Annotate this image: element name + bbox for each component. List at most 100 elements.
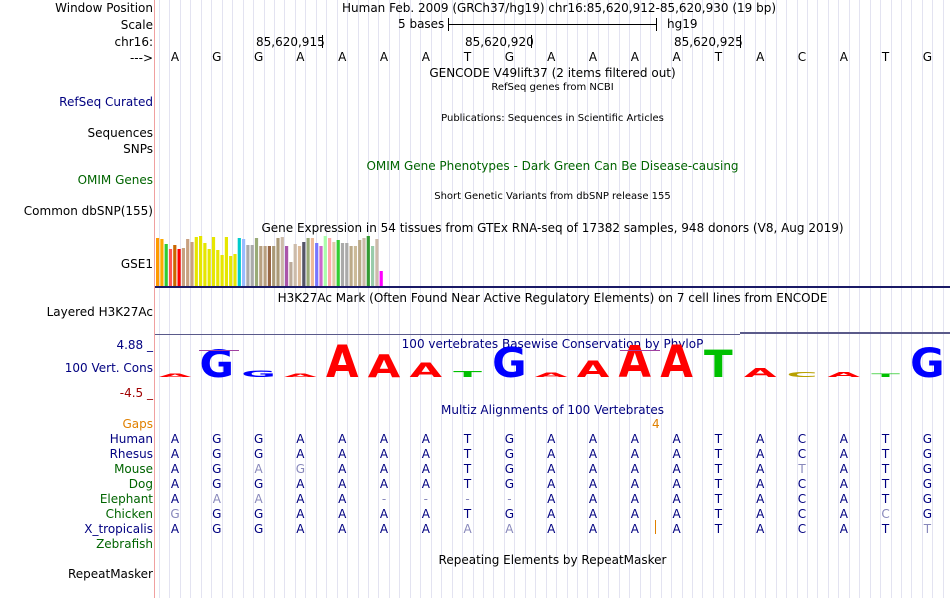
species-label[interactable]: X_tropicalis — [84, 522, 153, 536]
phylop-track-title[interactable]: 100 vertebrates Basewise Conservation by… — [401, 337, 704, 351]
gtex-bar[interactable] — [156, 238, 160, 286]
repeat-label[interactable]: RepeatMasker — [67, 567, 153, 581]
gtex-bar[interactable] — [207, 249, 211, 286]
gtex-bar[interactable] — [349, 246, 353, 286]
alignment-base: T — [714, 447, 723, 461]
gtex-bar[interactable] — [186, 239, 190, 286]
omim-label[interactable]: OMIM Genes — [77, 173, 153, 187]
multiz-track-title[interactable]: Multiz Alignments of 100 Vertebrates — [440, 403, 665, 417]
gtex-bar[interactable] — [297, 246, 302, 286]
h3k27ac-label[interactable]: Layered H3K27Ac — [46, 305, 153, 319]
alignment-base: A — [588, 477, 598, 491]
gtex-bar-chart[interactable] — [155, 236, 950, 288]
h3k27ac-track-title[interactable]: H3K27Ac Mark (Often Found Near Active Re… — [277, 291, 828, 305]
gtex-bar[interactable] — [362, 238, 366, 286]
alignment-base: A — [756, 492, 765, 506]
gtex-bar[interactable] — [366, 236, 370, 286]
species-label[interactable]: Dog — [128, 477, 153, 491]
gtex-bar[interactable] — [272, 246, 276, 286]
gtex-bar[interactable] — [246, 245, 250, 286]
gtex-bar[interactable] — [276, 238, 280, 286]
gtex-bar[interactable] — [224, 237, 228, 286]
species-label[interactable]: Human — [109, 432, 153, 446]
gtex-bar[interactable] — [379, 271, 383, 286]
gtex-bar[interactable] — [263, 246, 267, 286]
gtex-bar[interactable] — [289, 262, 293, 286]
gtex-bar[interactable] — [315, 243, 319, 286]
gtex-bar[interactable] — [190, 242, 194, 286]
gtex-bar[interactable] — [216, 250, 220, 286]
alignment-base: A — [547, 432, 556, 446]
refseq-label[interactable]: RefSeq Curated — [59, 95, 153, 109]
gencode-track-title[interactable]: GENCODE V49lift37 (2 items filtered out) — [429, 66, 676, 80]
gtex-bar[interactable] — [233, 254, 237, 286]
window-position-label[interactable]: Window Position — [55, 1, 153, 15]
refseq-track-title[interactable]: RefSeq genes from NCBI — [491, 82, 614, 93]
dbsnp-track-title[interactable]: Short Genetic Variants from dbSNP releas… — [434, 191, 671, 202]
gtex-bar[interactable] — [164, 244, 168, 286]
gtex-bar[interactable] — [160, 239, 164, 286]
strand-arrow[interactable]: ---> — [129, 51, 153, 65]
gtex-bar[interactable] — [306, 238, 310, 286]
grid-line — [221, 0, 223, 598]
reference-base: G — [253, 50, 264, 64]
gtex-bar[interactable] — [345, 243, 349, 286]
gtex-bar[interactable] — [237, 238, 241, 286]
species-label[interactable]: Rhesus — [109, 447, 153, 461]
gtex-label[interactable]: GSE1 — [120, 257, 153, 271]
gtex-bar[interactable] — [173, 245, 177, 286]
gtex-bar[interactable] — [211, 237, 216, 286]
alignment-base: A — [338, 462, 347, 476]
gtex-bar[interactable] — [340, 243, 345, 286]
gtex-bar[interactable] — [302, 242, 306, 286]
chrom-label[interactable]: chr16: — [114, 35, 153, 49]
gtex-bar[interactable] — [254, 238, 259, 286]
species-label[interactable]: Chicken — [105, 507, 153, 521]
alignment-base: A — [839, 477, 848, 491]
gtex-bar[interactable] — [259, 246, 263, 286]
scale-label[interactable]: Scale — [120, 18, 153, 32]
gtex-bar[interactable] — [181, 248, 185, 286]
dbsnp-label[interactable]: Common dbSNP(155) — [23, 204, 153, 218]
gtex-bar[interactable] — [203, 243, 207, 286]
gtex-track-title[interactable]: Gene Expression in 54 tissues from GTEx … — [261, 221, 844, 235]
species-label[interactable]: Mouse — [114, 462, 153, 476]
gtex-bar[interactable] — [375, 239, 379, 286]
repeat-track-title[interactable]: Repeating Elements by RepeatMasker — [438, 553, 667, 567]
alignment-base: T — [881, 492, 890, 506]
gaps-label[interactable]: Gaps — [122, 417, 153, 431]
gtex-bar[interactable] — [242, 239, 246, 286]
gtex-bar[interactable] — [168, 249, 173, 286]
gtex-bar[interactable] — [353, 246, 357, 286]
alignment-base: A — [588, 492, 598, 506]
omim-track-title[interactable]: OMIM Gene Phenotypes - Dark Green Can Be… — [366, 159, 739, 173]
gtex-bar[interactable] — [328, 238, 332, 286]
gtex-bar[interactable] — [194, 237, 198, 286]
species-label[interactable]: Zebrafish — [96, 537, 153, 551]
gtex-bar[interactable] — [319, 246, 323, 286]
gtex-bar[interactable] — [199, 236, 203, 286]
gtex-bar[interactable] — [250, 245, 254, 286]
gtex-bar[interactable] — [285, 246, 289, 286]
gtex-bar[interactable] — [267, 246, 271, 286]
gtex-bar[interactable] — [280, 237, 284, 286]
gtex-bar[interactable] — [336, 240, 340, 286]
alignment-base: A — [254, 462, 263, 476]
publications-track-title[interactable]: Publications: Sequences in Scientific Ar… — [441, 113, 664, 124]
sequences-label[interactable]: Sequences — [87, 126, 153, 140]
gtex-bar[interactable] — [332, 242, 336, 286]
gtex-bar[interactable] — [323, 236, 327, 286]
gtex-bar[interactable] — [310, 238, 314, 286]
gtex-bar[interactable] — [177, 249, 181, 286]
gtex-bar[interactable] — [220, 255, 224, 286]
gtex-bar[interactable] — [293, 244, 297, 286]
gtex-bar[interactable] — [358, 240, 362, 286]
reference-base: C — [797, 50, 807, 64]
gtex-bar[interactable] — [371, 246, 375, 286]
phylop-label[interactable]: 100 Vert. Cons — [64, 361, 153, 375]
gtex-bar[interactable] — [229, 256, 233, 286]
species-label[interactable]: Elephant — [99, 492, 153, 506]
snps-label[interactable]: SNPs — [123, 142, 153, 156]
